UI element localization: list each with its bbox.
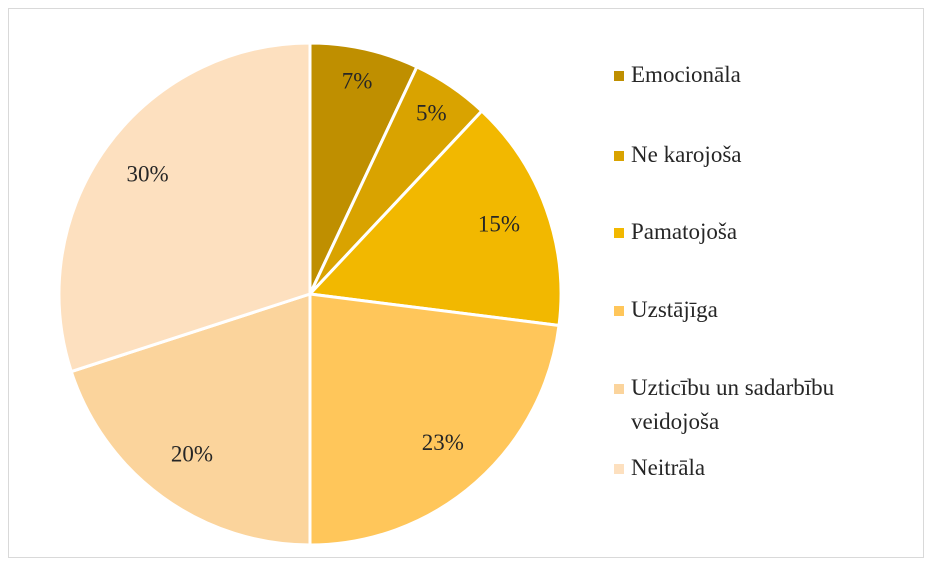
data-label: 20% (171, 442, 213, 467)
legend-item: Emocionāla (614, 58, 914, 92)
legend-swatch (614, 464, 624, 474)
pie-slice (57, 41, 312, 374)
legend-item: Uzticību un sadarbību veidojoša (614, 371, 914, 439)
legend-label: Emocionāla (631, 62, 741, 87)
legend-label: Ne karojoša (631, 142, 742, 167)
chart-frame (8, 8, 924, 558)
pie-slice (306, 108, 563, 328)
legend-swatch (614, 306, 624, 316)
legend-item: Neitrāla (614, 451, 914, 485)
pie-slice (308, 41, 419, 295)
data-label: 7% (342, 69, 373, 94)
data-label: 5% (416, 101, 447, 126)
legend-label: Pamatojoša (631, 219, 738, 244)
legend-swatch (614, 151, 624, 161)
legend-item: Ne karojoša (614, 138, 914, 172)
legend-swatch (614, 384, 624, 394)
data-label: 15% (478, 211, 520, 236)
pie-slice (308, 292, 561, 547)
legend-label: Uzticību un sadarbību veidojoša (631, 375, 835, 434)
data-label: 23% (422, 430, 464, 455)
legend-label: Uzstājīga (631, 297, 718, 322)
legend-swatch (614, 71, 624, 81)
legend-swatch (614, 228, 624, 238)
legend-item: Uzstājīga (614, 293, 914, 327)
data-label: 30% (126, 161, 168, 186)
legend-item: Pamatojoša (614, 215, 914, 249)
pie-slice (69, 291, 312, 547)
legend-label: Neitrāla (631, 455, 706, 480)
